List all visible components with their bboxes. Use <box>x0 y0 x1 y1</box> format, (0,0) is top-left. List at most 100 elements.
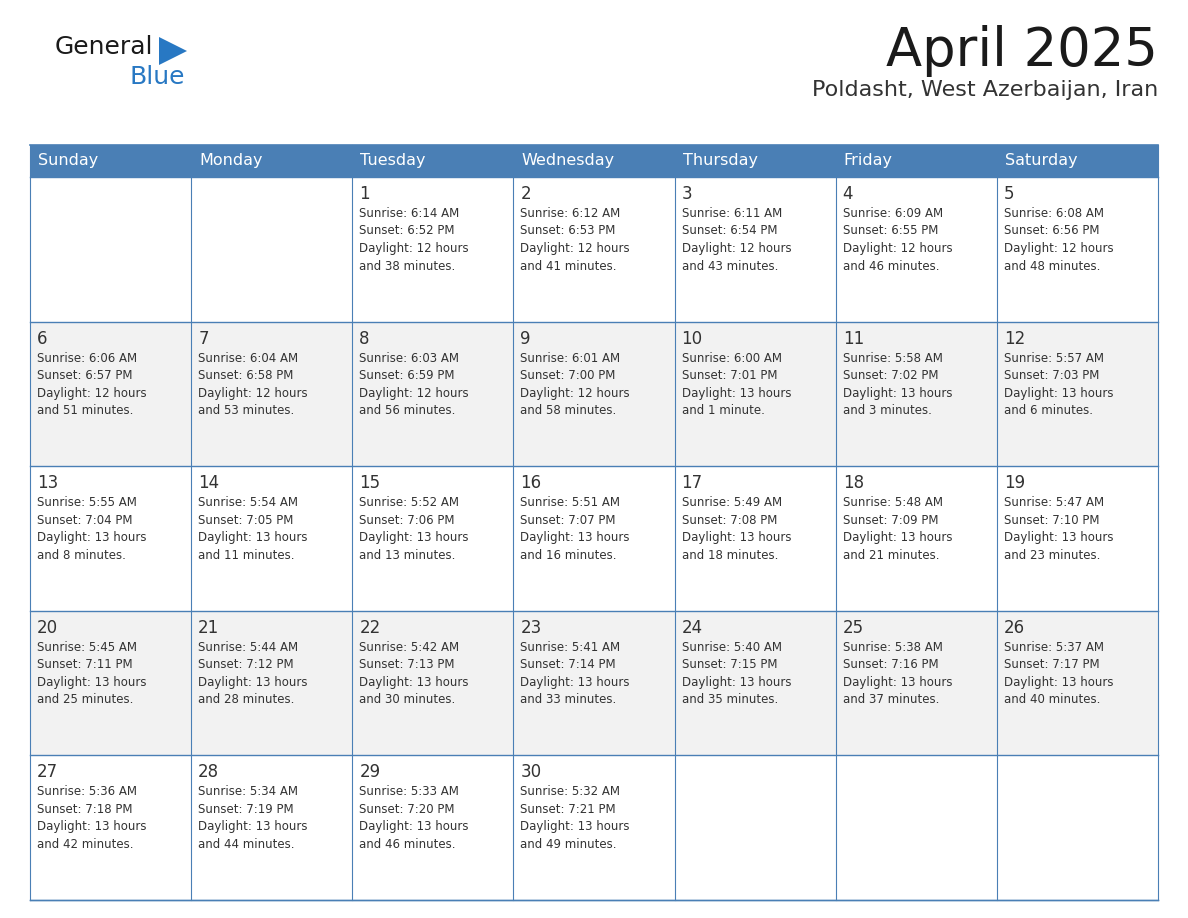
Text: Sunrise: 5:52 AM
Sunset: 7:06 PM
Daylight: 13 hours
and 13 minutes.: Sunrise: 5:52 AM Sunset: 7:06 PM Dayligh… <box>359 497 469 562</box>
Bar <box>513 321 675 466</box>
Bar <box>997 466 1158 610</box>
Bar <box>835 321 997 466</box>
Bar <box>675 610 835 756</box>
Text: Sunrise: 5:36 AM
Sunset: 7:18 PM
Daylight: 13 hours
and 42 minutes.: Sunrise: 5:36 AM Sunset: 7:18 PM Dayligh… <box>37 786 146 851</box>
Text: Sunrise: 6:11 AM
Sunset: 6:54 PM
Daylight: 12 hours
and 43 minutes.: Sunrise: 6:11 AM Sunset: 6:54 PM Dayligh… <box>682 207 791 273</box>
Text: Sunrise: 6:06 AM
Sunset: 6:57 PM
Daylight: 12 hours
and 51 minutes.: Sunrise: 6:06 AM Sunset: 6:57 PM Dayligh… <box>37 352 146 417</box>
Bar <box>675 466 835 610</box>
Bar <box>835 466 997 610</box>
Text: Sunrise: 5:58 AM
Sunset: 7:02 PM
Daylight: 13 hours
and 3 minutes.: Sunrise: 5:58 AM Sunset: 7:02 PM Dayligh… <box>842 352 953 417</box>
Text: 8: 8 <box>359 330 369 348</box>
Bar <box>675 177 835 321</box>
Bar <box>191 756 353 900</box>
Polygon shape <box>159 37 187 65</box>
Text: 12: 12 <box>1004 330 1025 348</box>
Text: Sunrise: 6:00 AM
Sunset: 7:01 PM
Daylight: 13 hours
and 1 minute.: Sunrise: 6:00 AM Sunset: 7:01 PM Dayligh… <box>682 352 791 417</box>
Text: 13: 13 <box>37 475 58 492</box>
Text: 19: 19 <box>1004 475 1025 492</box>
Text: Sunrise: 5:48 AM
Sunset: 7:09 PM
Daylight: 13 hours
and 21 minutes.: Sunrise: 5:48 AM Sunset: 7:09 PM Dayligh… <box>842 497 953 562</box>
Bar <box>30 145 1158 177</box>
Bar <box>675 321 835 466</box>
Text: Sunrise: 6:14 AM
Sunset: 6:52 PM
Daylight: 12 hours
and 38 minutes.: Sunrise: 6:14 AM Sunset: 6:52 PM Dayligh… <box>359 207 469 273</box>
Text: Thursday: Thursday <box>683 153 758 169</box>
Text: Sunrise: 5:40 AM
Sunset: 7:15 PM
Daylight: 13 hours
and 35 minutes.: Sunrise: 5:40 AM Sunset: 7:15 PM Dayligh… <box>682 641 791 706</box>
Text: Sunday: Sunday <box>38 153 99 169</box>
Text: 25: 25 <box>842 619 864 637</box>
Text: Sunrise: 5:57 AM
Sunset: 7:03 PM
Daylight: 13 hours
and 6 minutes.: Sunrise: 5:57 AM Sunset: 7:03 PM Dayligh… <box>1004 352 1113 417</box>
Text: 4: 4 <box>842 185 853 203</box>
Text: 21: 21 <box>198 619 220 637</box>
Bar <box>353 466 513 610</box>
Bar <box>835 610 997 756</box>
Bar <box>353 610 513 756</box>
Bar <box>30 756 191 900</box>
Bar <box>30 466 191 610</box>
Bar <box>191 177 353 321</box>
Bar <box>513 466 675 610</box>
Text: Sunrise: 5:49 AM
Sunset: 7:08 PM
Daylight: 13 hours
and 18 minutes.: Sunrise: 5:49 AM Sunset: 7:08 PM Dayligh… <box>682 497 791 562</box>
Text: 24: 24 <box>682 619 702 637</box>
Bar <box>513 756 675 900</box>
Text: Monday: Monday <box>200 153 263 169</box>
Text: Tuesday: Tuesday <box>360 153 425 169</box>
Text: Sunrise: 6:09 AM
Sunset: 6:55 PM
Daylight: 12 hours
and 46 minutes.: Sunrise: 6:09 AM Sunset: 6:55 PM Dayligh… <box>842 207 953 273</box>
Text: Sunrise: 5:38 AM
Sunset: 7:16 PM
Daylight: 13 hours
and 37 minutes.: Sunrise: 5:38 AM Sunset: 7:16 PM Dayligh… <box>842 641 953 706</box>
Bar <box>835 756 997 900</box>
Text: 10: 10 <box>682 330 702 348</box>
Text: Blue: Blue <box>129 65 185 89</box>
Text: 28: 28 <box>198 764 220 781</box>
Bar <box>191 610 353 756</box>
Bar <box>353 177 513 321</box>
Bar <box>997 321 1158 466</box>
Text: 3: 3 <box>682 185 693 203</box>
Text: 17: 17 <box>682 475 702 492</box>
Text: 27: 27 <box>37 764 58 781</box>
Bar <box>30 177 191 321</box>
Text: 22: 22 <box>359 619 380 637</box>
Text: Sunrise: 5:51 AM
Sunset: 7:07 PM
Daylight: 13 hours
and 16 minutes.: Sunrise: 5:51 AM Sunset: 7:07 PM Dayligh… <box>520 497 630 562</box>
Text: Sunrise: 5:54 AM
Sunset: 7:05 PM
Daylight: 13 hours
and 11 minutes.: Sunrise: 5:54 AM Sunset: 7:05 PM Dayligh… <box>198 497 308 562</box>
Text: Poldasht, West Azerbaijan, Iran: Poldasht, West Azerbaijan, Iran <box>811 80 1158 100</box>
Bar <box>30 321 191 466</box>
Text: 30: 30 <box>520 764 542 781</box>
Text: Sunrise: 5:55 AM
Sunset: 7:04 PM
Daylight: 13 hours
and 8 minutes.: Sunrise: 5:55 AM Sunset: 7:04 PM Dayligh… <box>37 497 146 562</box>
Text: Sunrise: 5:47 AM
Sunset: 7:10 PM
Daylight: 13 hours
and 23 minutes.: Sunrise: 5:47 AM Sunset: 7:10 PM Dayligh… <box>1004 497 1113 562</box>
Text: Sunrise: 5:32 AM
Sunset: 7:21 PM
Daylight: 13 hours
and 49 minutes.: Sunrise: 5:32 AM Sunset: 7:21 PM Dayligh… <box>520 786 630 851</box>
Bar <box>513 177 675 321</box>
Text: 16: 16 <box>520 475 542 492</box>
Text: 5: 5 <box>1004 185 1015 203</box>
Text: April 2025: April 2025 <box>886 25 1158 77</box>
Text: Sunrise: 6:03 AM
Sunset: 6:59 PM
Daylight: 12 hours
and 56 minutes.: Sunrise: 6:03 AM Sunset: 6:59 PM Dayligh… <box>359 352 469 417</box>
Bar <box>997 610 1158 756</box>
Text: Sunrise: 5:33 AM
Sunset: 7:20 PM
Daylight: 13 hours
and 46 minutes.: Sunrise: 5:33 AM Sunset: 7:20 PM Dayligh… <box>359 786 469 851</box>
Bar <box>997 756 1158 900</box>
Text: Sunrise: 5:42 AM
Sunset: 7:13 PM
Daylight: 13 hours
and 30 minutes.: Sunrise: 5:42 AM Sunset: 7:13 PM Dayligh… <box>359 641 469 706</box>
Bar <box>353 321 513 466</box>
Text: Sunrise: 5:41 AM
Sunset: 7:14 PM
Daylight: 13 hours
and 33 minutes.: Sunrise: 5:41 AM Sunset: 7:14 PM Dayligh… <box>520 641 630 706</box>
Text: Sunrise: 5:45 AM
Sunset: 7:11 PM
Daylight: 13 hours
and 25 minutes.: Sunrise: 5:45 AM Sunset: 7:11 PM Dayligh… <box>37 641 146 706</box>
Bar <box>997 177 1158 321</box>
Text: Saturday: Saturday <box>1005 153 1078 169</box>
Text: 26: 26 <box>1004 619 1025 637</box>
Text: 15: 15 <box>359 475 380 492</box>
Bar <box>30 610 191 756</box>
Text: Sunrise: 6:08 AM
Sunset: 6:56 PM
Daylight: 12 hours
and 48 minutes.: Sunrise: 6:08 AM Sunset: 6:56 PM Dayligh… <box>1004 207 1113 273</box>
Text: Sunrise: 6:12 AM
Sunset: 6:53 PM
Daylight: 12 hours
and 41 minutes.: Sunrise: 6:12 AM Sunset: 6:53 PM Dayligh… <box>520 207 630 273</box>
Bar <box>353 756 513 900</box>
Text: Sunrise: 6:01 AM
Sunset: 7:00 PM
Daylight: 12 hours
and 58 minutes.: Sunrise: 6:01 AM Sunset: 7:00 PM Dayligh… <box>520 352 630 417</box>
Text: 2: 2 <box>520 185 531 203</box>
Text: 20: 20 <box>37 619 58 637</box>
Bar <box>191 466 353 610</box>
Bar <box>835 177 997 321</box>
Bar <box>513 610 675 756</box>
Text: 18: 18 <box>842 475 864 492</box>
Bar <box>675 756 835 900</box>
Text: 6: 6 <box>37 330 48 348</box>
Text: Wednesday: Wednesday <box>522 153 614 169</box>
Text: Sunrise: 5:34 AM
Sunset: 7:19 PM
Daylight: 13 hours
and 44 minutes.: Sunrise: 5:34 AM Sunset: 7:19 PM Dayligh… <box>198 786 308 851</box>
Text: 11: 11 <box>842 330 864 348</box>
Text: Sunrise: 5:44 AM
Sunset: 7:12 PM
Daylight: 13 hours
and 28 minutes.: Sunrise: 5:44 AM Sunset: 7:12 PM Dayligh… <box>198 641 308 706</box>
Text: Sunrise: 5:37 AM
Sunset: 7:17 PM
Daylight: 13 hours
and 40 minutes.: Sunrise: 5:37 AM Sunset: 7:17 PM Dayligh… <box>1004 641 1113 706</box>
Text: Friday: Friday <box>843 153 892 169</box>
Text: 29: 29 <box>359 764 380 781</box>
